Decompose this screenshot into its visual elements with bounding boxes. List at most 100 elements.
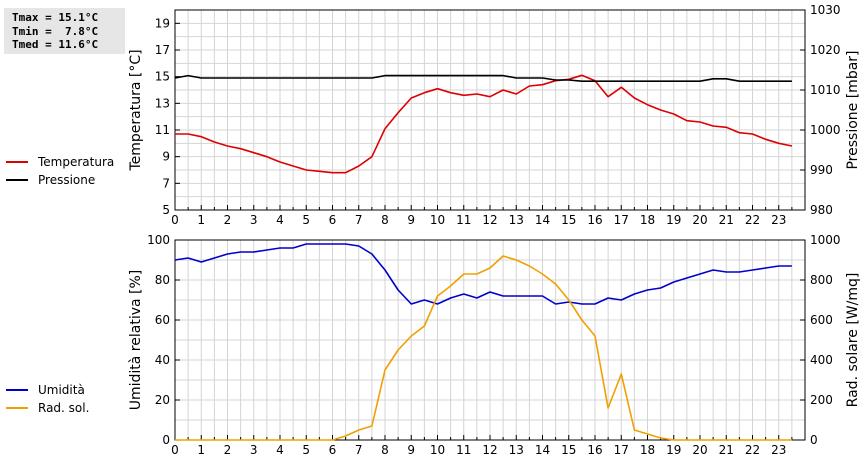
- left-tick-label: 100: [147, 233, 170, 247]
- legend-swatch-pressure: [6, 179, 28, 181]
- left-tick-label: 11: [155, 123, 170, 137]
- chart-bottom: 0 1 2 3 4 5 6 7 8 9 10 11 12 13 14 15 16 17 18 19 20 21 22 2302…: [128, 233, 860, 457]
- x-tick-label: 8: [381, 213, 389, 227]
- stats-tmin: Tmin = 7.8°C: [12, 24, 99, 38]
- right-tick-label: 0: [810, 433, 818, 447]
- left-tick-label: 9: [162, 150, 170, 164]
- x-tick-label: 20: [692, 443, 707, 457]
- x-tick-label: 12: [482, 213, 497, 227]
- x-tick-label: 0: [171, 443, 179, 457]
- x-tick-label: 17: [614, 443, 629, 457]
- x-tick-label: 23: [771, 443, 786, 457]
- x-tick-label: 13: [509, 213, 524, 227]
- left-tick-label: 40: [155, 353, 170, 367]
- x-tick-label: 12: [482, 443, 497, 457]
- x-tick-label: 22: [745, 443, 760, 457]
- x-tick-label: 4: [276, 213, 284, 227]
- stats-tmax: Tmax = 15.1°C: [12, 11, 99, 24]
- legend-swatch-solar: [6, 407, 28, 409]
- series-line-umidit: [174, 243, 792, 305]
- right-tick-label: 600: [810, 313, 833, 327]
- x-tick-label: 5: [302, 443, 310, 457]
- series-line-pressione: [174, 74, 792, 82]
- right-tick-label: 800: [810, 273, 833, 287]
- x-tick-label: 23: [771, 213, 786, 227]
- x-tick-label: 14: [535, 443, 550, 457]
- left-tick-label: 15: [155, 70, 170, 84]
- x-tick-label: 3: [250, 443, 258, 457]
- x-tick-label: 16: [587, 213, 602, 227]
- x-tick-label: 13: [509, 443, 524, 457]
- x-tick-label: 20: [692, 213, 707, 227]
- legend-item-pressure: Pressione: [6, 171, 166, 189]
- legend-label-pressure: Pressione: [38, 173, 96, 187]
- right-tick-label: 1010: [810, 83, 841, 97]
- x-tick-label: 16: [587, 443, 602, 457]
- x-tick-label: 0: [171, 213, 179, 227]
- x-tick-label: 15: [561, 213, 576, 227]
- legend-item-solar: Rad. sol.: [6, 399, 166, 417]
- bottom-chart-legend: Umidità Rad. sol.: [6, 381, 166, 417]
- series-line-temperatura: [175, 74, 793, 174]
- right-tick-label: 200: [810, 393, 833, 407]
- legend-label-temperature: Temperatura: [38, 155, 115, 169]
- x-tick-label: 14: [535, 213, 550, 227]
- x-tick-label: 11: [456, 213, 471, 227]
- x-tick-label: 18: [640, 213, 655, 227]
- left-axis-title: Temperatura [°C]: [128, 49, 144, 171]
- right-tick-label: 400: [810, 353, 833, 367]
- x-tick-label: 22: [745, 213, 760, 227]
- left-tick-label: 0: [162, 433, 170, 447]
- x-tick-label: 3: [250, 213, 258, 227]
- x-tick-label: 11: [456, 443, 471, 457]
- left-axis-title: Umidità relativa [%]: [128, 270, 144, 411]
- right-tick-label: 1030: [810, 3, 841, 17]
- x-tick-label: 8: [381, 443, 389, 457]
- left-tick-label: 13: [155, 96, 170, 110]
- legend-swatch-temperature: [6, 161, 28, 163]
- right-tick-label: 1020: [810, 43, 841, 57]
- left-tick-label: 5: [162, 203, 170, 217]
- left-tick-label: 80: [155, 273, 170, 287]
- x-tick-label: 1: [197, 443, 205, 457]
- x-tick-label: 19: [666, 443, 681, 457]
- x-tick-label: 4: [276, 443, 284, 457]
- x-tick-label: 7: [355, 213, 363, 227]
- legend-label-solar: Rad. sol.: [38, 401, 90, 415]
- x-tick-label: 9: [407, 213, 415, 227]
- chart-top: 0 1 2 3 4 5 6 7 8 9 10 11 12 13 14 15 16 17 18 19 20 21 22 2357…: [128, 3, 860, 227]
- series-line-rad-sol: [175, 255, 792, 441]
- legend-item-humidity: Umidità: [6, 381, 166, 399]
- right-axis-title: Rad. solare [W/mq]: [845, 273, 860, 408]
- left-tick-label: 20: [155, 393, 170, 407]
- left-tick-label: 60: [155, 313, 170, 327]
- x-tick-label: 6: [329, 443, 337, 457]
- x-tick-label: 5: [302, 213, 310, 227]
- x-tick-label: 21: [719, 213, 734, 227]
- x-tick-label: 10: [430, 443, 445, 457]
- x-tick-label: 17: [614, 213, 629, 227]
- x-tick-label: 1: [197, 213, 205, 227]
- right-tick-label: 990: [810, 163, 833, 177]
- x-tick-label: 2: [224, 213, 232, 227]
- x-tick-label: 15: [561, 443, 576, 457]
- x-tick-label: 9: [407, 443, 415, 457]
- left-tick-label: 17: [155, 43, 170, 57]
- legend-label-humidity: Umidità: [38, 383, 85, 397]
- stats-box: Tmax = 15.1°C Tmin = 7.8°C Tmed = 11.6°C: [4, 8, 125, 54]
- x-tick-label: 6: [329, 213, 337, 227]
- left-tick-label: 7: [162, 176, 170, 190]
- x-tick-label: 2: [224, 443, 232, 457]
- right-tick-label: 980: [810, 203, 833, 217]
- legend-item-temperature: Temperatura: [6, 153, 166, 171]
- left-tick-label: 19: [155, 16, 170, 30]
- x-tick-label: 10: [430, 213, 445, 227]
- right-tick-label: 1000: [810, 123, 841, 137]
- x-tick-label: 7: [355, 443, 363, 457]
- stats-tmed: Tmed = 11.6°C: [12, 38, 99, 51]
- right-tick-label: 1000: [810, 233, 841, 247]
- right-axis-title: Pressione [mbar]: [845, 50, 860, 169]
- legend-swatch-humidity: [6, 389, 28, 391]
- x-tick-label: 19: [666, 213, 681, 227]
